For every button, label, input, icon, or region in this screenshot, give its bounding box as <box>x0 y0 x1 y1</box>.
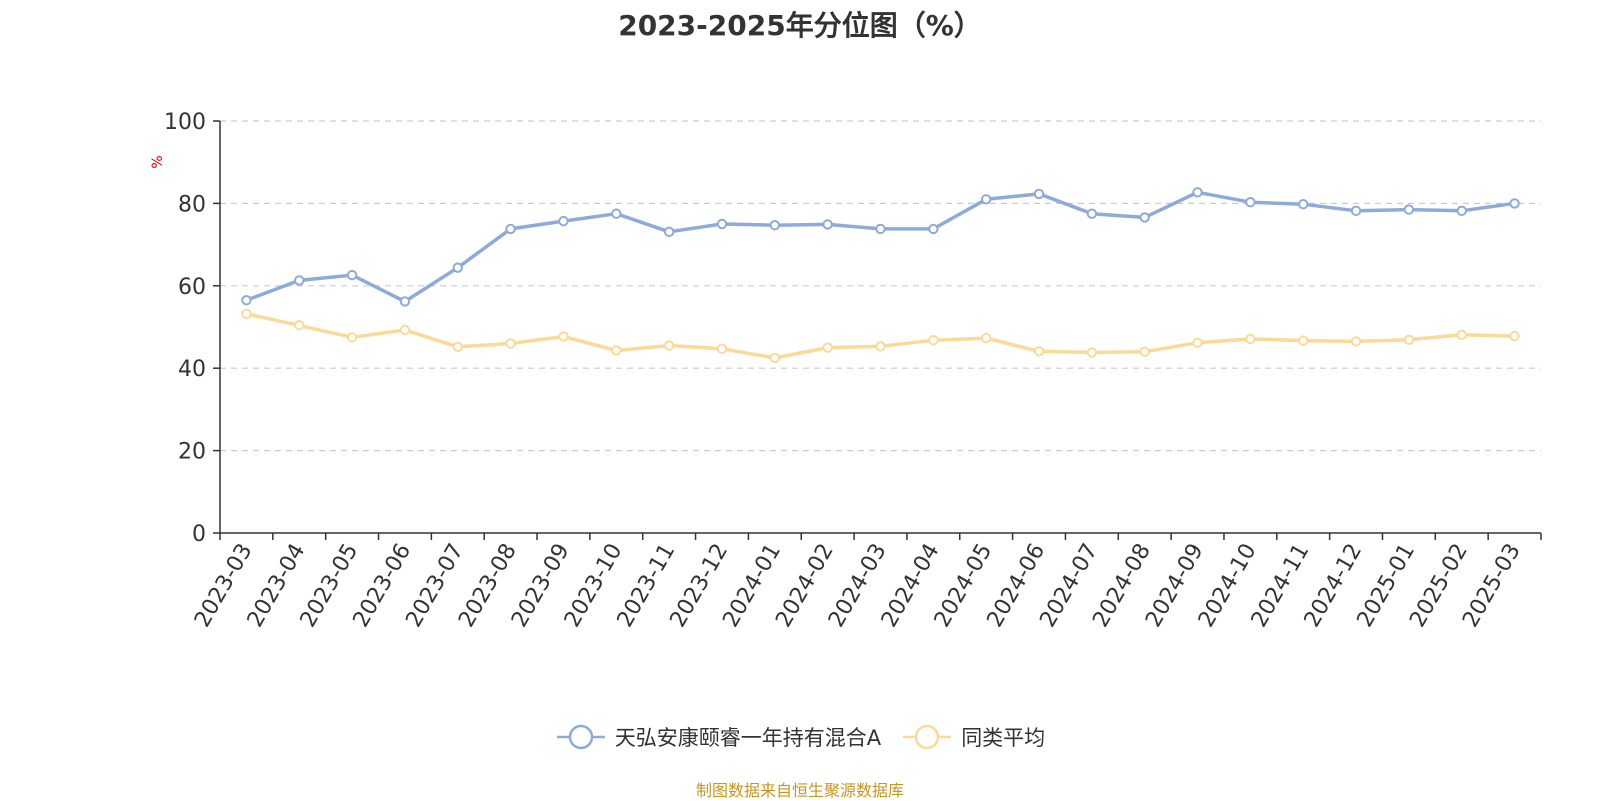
legend-line-circle-icon <box>903 724 952 750</box>
source-note: 制图数据来自恒生聚源数据库 <box>695 781 904 800</box>
series-2-point <box>1456 329 1467 341</box>
legend-label: 同类平均 <box>961 726 1046 750</box>
series-1-point <box>452 262 463 273</box>
y-tick-label: 60 <box>178 275 206 300</box>
series-2-point <box>1350 336 1362 347</box>
series-2-point <box>452 341 463 352</box>
series-1-point <box>294 275 305 286</box>
series-1-point <box>716 218 728 230</box>
series-1-point <box>980 194 992 205</box>
series-2-point <box>928 334 939 346</box>
series-2-point <box>1509 330 1520 342</box>
series-2-point <box>399 324 411 336</box>
chart-title: 2023-2025年分位图（%） <box>618 9 982 42</box>
series-1-point <box>822 219 833 230</box>
series-1-point <box>1403 204 1415 215</box>
series-1-point <box>769 220 781 231</box>
y-tick-label: 100 <box>164 110 206 135</box>
series-2-point <box>1245 333 1256 345</box>
series-1-point <box>558 215 569 227</box>
series-lines <box>241 187 1520 364</box>
grid-lines <box>220 120 1541 452</box>
series-2-point <box>346 332 358 343</box>
series-1-point <box>346 269 358 281</box>
y-tick-label: 40 <box>178 357 206 382</box>
series-1-point <box>1456 205 1467 217</box>
series-1-point <box>505 223 516 235</box>
legend-label: 天弘安康颐睿一年持有混合A <box>614 726 882 750</box>
legend-item-1[interactable]: 天弘安康颐睿一年持有混合A <box>555 722 881 752</box>
series-line-1 <box>244 190 1517 304</box>
series-2-point <box>241 308 252 320</box>
legend-item-2[interactable]: 同类平均 <box>901 722 1045 752</box>
series-2-point <box>769 352 781 364</box>
series-1-point <box>928 223 939 235</box>
axes: 020406080100%2023-032023-042023-052023-0… <box>150 110 1542 632</box>
series-1-point <box>1350 205 1362 217</box>
series-2-point <box>1086 347 1098 358</box>
series-1-point <box>1192 187 1203 198</box>
series-1-point <box>1033 188 1045 200</box>
legend: 天弘安康颐睿一年持有混合A 同类平均 <box>0 722 1600 752</box>
series-2-point <box>611 345 622 356</box>
series-2-point <box>558 331 569 342</box>
y-tick-label: 20 <box>178 440 206 465</box>
series-1-point <box>1139 212 1150 223</box>
series-2-point <box>1033 346 1045 357</box>
series-1-point <box>1509 198 1520 209</box>
series-2-point <box>1139 346 1150 357</box>
legend-line-circle-icon <box>556 724 605 750</box>
series-1-point <box>1298 199 1309 210</box>
series-1-point <box>1086 208 1098 219</box>
series-1-point <box>1245 196 1256 208</box>
series-2-point <box>663 340 675 351</box>
y-tick-label: 0 <box>192 522 206 547</box>
series-2-point <box>505 338 516 349</box>
series-2-point <box>980 332 992 344</box>
series-2-point <box>716 343 728 355</box>
series-1-point <box>241 295 252 306</box>
series-2-point <box>1403 334 1415 345</box>
series-2-point <box>1298 335 1309 346</box>
series-2-point <box>1192 337 1203 348</box>
series-2-point <box>875 341 886 352</box>
y-axis-label: % <box>150 155 166 168</box>
series-1-point <box>399 296 411 307</box>
series-1-point <box>663 226 675 238</box>
series-2-point <box>294 320 305 331</box>
y-tick-label: 80 <box>178 192 206 217</box>
series-1-point <box>611 208 622 219</box>
series-1-point <box>875 223 886 235</box>
series-2-point <box>822 342 833 353</box>
